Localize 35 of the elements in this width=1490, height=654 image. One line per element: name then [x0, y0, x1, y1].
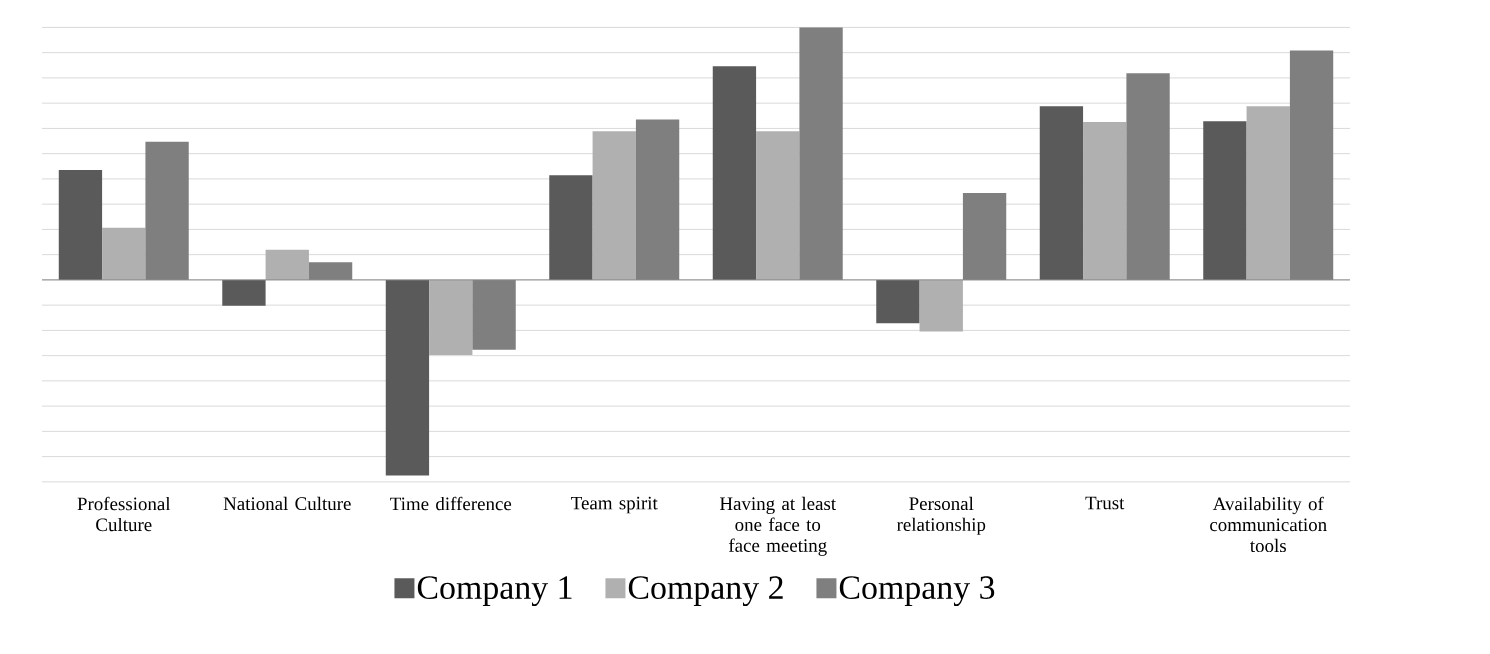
x-tick-label: Availability of communication tools [1210, 496, 1327, 553]
bar [799, 27, 843, 280]
bar [1246, 106, 1290, 280]
bar [472, 279, 516, 350]
bar [308, 262, 353, 280]
bar [712, 66, 757, 280]
legend-label: Company 1 [417, 576, 572, 607]
bar [635, 119, 680, 280]
bar [1203, 121, 1247, 280]
bar [102, 227, 146, 280]
bar [1289, 50, 1334, 280]
bar [385, 279, 430, 476]
bar [58, 170, 103, 280]
x-tick-label: National Culture [223, 496, 351, 511]
bar [876, 279, 920, 324]
x-tick-label: Team spirit [571, 496, 658, 514]
x-tick-label: Personal relationship [896, 496, 986, 535]
bar [222, 279, 266, 306]
x-tick-label: Trust [1085, 496, 1125, 510]
bar [919, 279, 963, 332]
bar [1083, 122, 1127, 280]
bar [145, 141, 189, 280]
bar [1126, 73, 1170, 280]
x-tick-label: Time difference [390, 496, 512, 511]
bar [592, 131, 636, 280]
bar [549, 175, 593, 280]
x-tick-label: Having at least one face to face meeting [719, 496, 836, 556]
bar [962, 193, 1007, 280]
x-tick-label: Professional Culture [77, 496, 171, 532]
bar [429, 279, 473, 356]
bar [1039, 106, 1084, 280]
bar [265, 249, 309, 280]
legend-label: Company 2 [628, 576, 783, 607]
legend-label: Company 3 [839, 576, 995, 607]
bar [756, 131, 800, 280]
